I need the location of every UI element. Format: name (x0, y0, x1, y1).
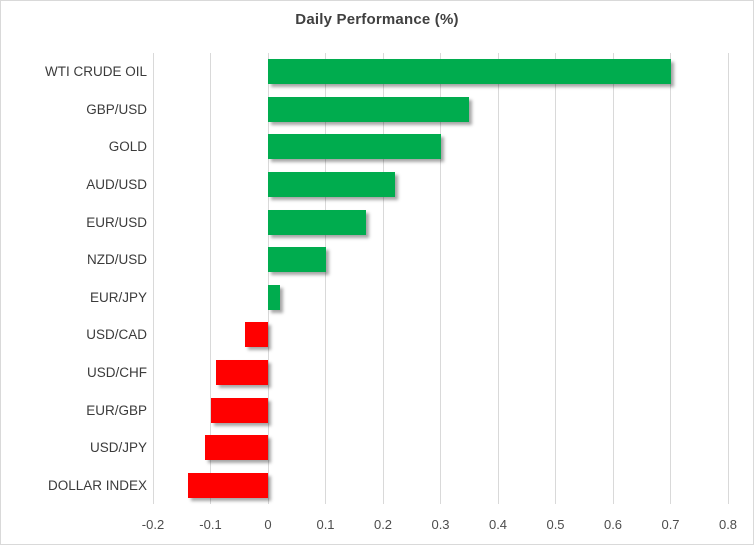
category-label-aud-usd: AUD/USD (86, 177, 147, 193)
x-tick-label-0.7: 0.7 (661, 517, 680, 532)
gridline--0.2 (152, 53, 154, 504)
category-label-gbp-usd: GBP/USD (86, 101, 147, 117)
bar-eur-usd (268, 209, 366, 235)
x-tick-label-0.1: 0.1 (316, 517, 335, 532)
bar-eur-jpy (268, 284, 280, 310)
category-label-nzd-usd: NZD/USD (87, 252, 147, 268)
gridline-0.7 (670, 53, 671, 504)
gridline--0.1 (210, 53, 211, 504)
category-label-wti-crude-oil: WTI CRUDE OIL (44, 64, 147, 80)
bar-wti-crude-oil (268, 59, 671, 85)
x-tick-label-0.6: 0.6 (603, 517, 623, 532)
x-tick-label-0.5: 0.5 (546, 517, 565, 532)
gridline-0.4 (497, 53, 499, 504)
category-label-gold: GOLD (108, 139, 147, 155)
category-label-eur-usd: EUR/USD (86, 214, 147, 230)
x-tick-label-0.2: 0.2 (373, 517, 393, 532)
category-label-usd-chf: USD/CHF (87, 364, 147, 380)
bar-eur-gbp (210, 397, 268, 423)
bar-gold (268, 134, 441, 160)
bar-usd-jpy (204, 435, 268, 461)
x-tick-label--0.1: -0.1 (199, 517, 222, 532)
x-tick-label-0.8: 0.8 (718, 517, 738, 532)
x-tick-label--0.2: -0.2 (141, 517, 165, 532)
category-label-usd-jpy: USD/JPY (89, 440, 147, 456)
gridline-0.8 (727, 53, 729, 504)
category-label-usd-cad: USD/CAD (86, 327, 147, 343)
bar-gbp-usd (268, 96, 470, 122)
bar-aud-usd (268, 172, 395, 198)
category-label-eur-jpy: EUR/JPY (89, 289, 147, 305)
bar-dollar-index (187, 472, 268, 498)
category-label-dollar-index: DOLLAR INDEX (47, 477, 147, 493)
gridline-0.6 (612, 53, 614, 504)
gridline-0.3 (440, 53, 441, 504)
bar-nzd-usd (268, 247, 326, 273)
gridline-0.1 (325, 53, 326, 504)
gridline-0.2 (382, 53, 384, 504)
category-label-eur-gbp: EUR/GBP (86, 402, 147, 418)
bar-usd-chf (216, 359, 268, 385)
bar-usd-cad (245, 322, 268, 348)
x-tick-label-0: 0 (264, 517, 272, 532)
gridline-0 (267, 53, 269, 504)
x-tick-label-0.3: 0.3 (431, 517, 450, 532)
chart-title: Daily Performance (%) (295, 11, 459, 28)
gridline-0.5 (555, 53, 556, 504)
x-tick-label-0.4: 0.4 (488, 517, 508, 532)
